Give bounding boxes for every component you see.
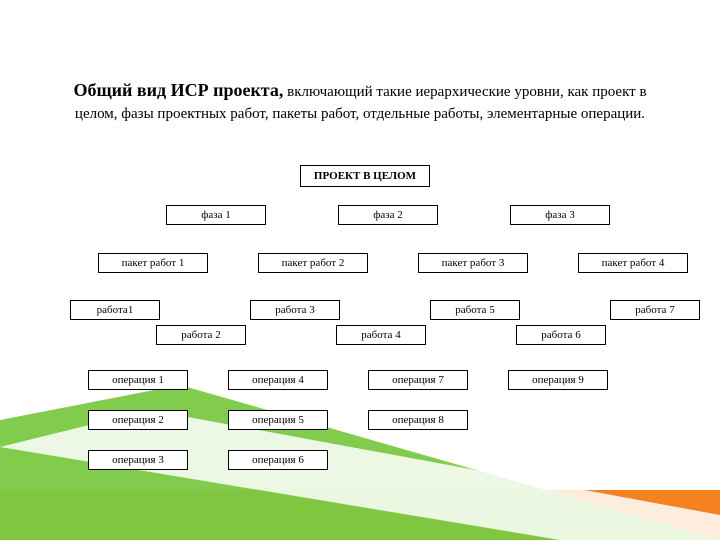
node-w5: работа 5: [430, 300, 520, 320]
node-op2: операция 2: [88, 410, 188, 430]
node-phase1: фаза 1: [166, 205, 266, 225]
node-op3: операция 3: [88, 450, 188, 470]
page-title: Общий вид ИСР проекта, включающий такие …: [60, 78, 660, 124]
node-w2: работа 2: [156, 325, 246, 345]
node-op9: операция 9: [508, 370, 608, 390]
node-phase2: фаза 2: [338, 205, 438, 225]
node-op4: операция 4: [228, 370, 328, 390]
node-pkg1: пакет работ 1: [98, 253, 208, 273]
node-pkg3: пакет работ 3: [418, 253, 528, 273]
node-w4: работа 4: [336, 325, 426, 345]
node-phase3: фаза 3: [510, 205, 610, 225]
node-op5: операция 5: [228, 410, 328, 430]
node-op8: операция 8: [368, 410, 468, 430]
node-pkg4: пакет работ 4: [578, 253, 688, 273]
node-w7: работа 7: [610, 300, 700, 320]
node-op7: операция 7: [368, 370, 468, 390]
node-op1: операция 1: [88, 370, 188, 390]
node-w6: работа 6: [516, 325, 606, 345]
node-pkg2: пакет работ 2: [258, 253, 368, 273]
node-w1: работа1: [70, 300, 160, 320]
node-w3: работа 3: [250, 300, 340, 320]
title-bold: Общий вид ИСР проекта,: [73, 80, 283, 100]
node-root: ПРОЕКТ В ЦЕЛОМ: [300, 165, 430, 187]
node-op6: операция 6: [228, 450, 328, 470]
orange-band: [0, 490, 720, 540]
